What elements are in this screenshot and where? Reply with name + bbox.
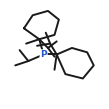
Text: P: P: [40, 50, 47, 59]
